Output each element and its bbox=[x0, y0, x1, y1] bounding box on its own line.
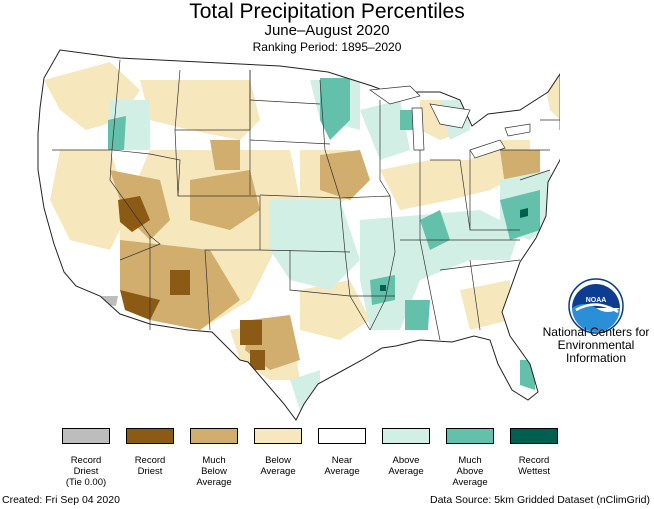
legend-label: Below Average bbox=[260, 455, 296, 477]
legend-swatch-much-above-average bbox=[446, 428, 494, 444]
legend-label: Record Driest (Tie 0.00) bbox=[65, 455, 107, 488]
agency-line-3: Information bbox=[565, 351, 627, 365]
legend-label: Record Wettest bbox=[517, 455, 551, 477]
noaa-logo-text: NOAA bbox=[586, 297, 607, 304]
legend-label: Above Average bbox=[388, 455, 424, 477]
legend: Record Driest (Tie 0.00) Record Driest Much… bbox=[62, 428, 567, 488]
legend-label: Much Above Average bbox=[452, 455, 488, 488]
agency-line-1: National Centers for bbox=[542, 325, 650, 339]
data-source: Data Source: 5km Gridded Dataset (nClimG… bbox=[430, 494, 650, 506]
ranking-period: Ranking Period: 1895–2020 bbox=[252, 40, 402, 54]
state-boundaries bbox=[52, 59, 560, 341]
created-date: Created: Fri Sep 04 2020 bbox=[2, 494, 120, 506]
great-lakes bbox=[369, 85, 531, 159]
legend-swatch-near-average bbox=[318, 428, 366, 444]
legend-label: Near Average bbox=[324, 455, 360, 477]
legend-swatch-above-average bbox=[382, 428, 430, 444]
us-precipitation-map bbox=[37, 49, 560, 421]
legend-swatch-much-below-average bbox=[190, 428, 238, 444]
map-title: Total Precipitation Percentiles bbox=[189, 0, 465, 23]
record-driest-tie-area bbox=[96, 296, 118, 306]
legend-swatch-record-wettest bbox=[510, 428, 558, 444]
map-subtitle: June–August 2020 bbox=[264, 22, 390, 39]
below-average-areas bbox=[44, 60, 560, 380]
legend-label: Much Below Average bbox=[196, 455, 232, 488]
us-outline bbox=[37, 49, 560, 421]
legend-swatch-record-driest-tie bbox=[62, 428, 110, 444]
agency-name: National Centers for Environmental Infor… bbox=[538, 326, 654, 365]
legend-swatch-record-driest bbox=[126, 428, 174, 444]
legend-swatch-below-average bbox=[254, 428, 302, 444]
record-wettest-areas bbox=[380, 208, 528, 291]
noaa-logo: NOAA bbox=[568, 278, 624, 334]
agency-line-2: Environmental bbox=[557, 338, 635, 352]
legend-label: Record Driest bbox=[134, 455, 166, 477]
